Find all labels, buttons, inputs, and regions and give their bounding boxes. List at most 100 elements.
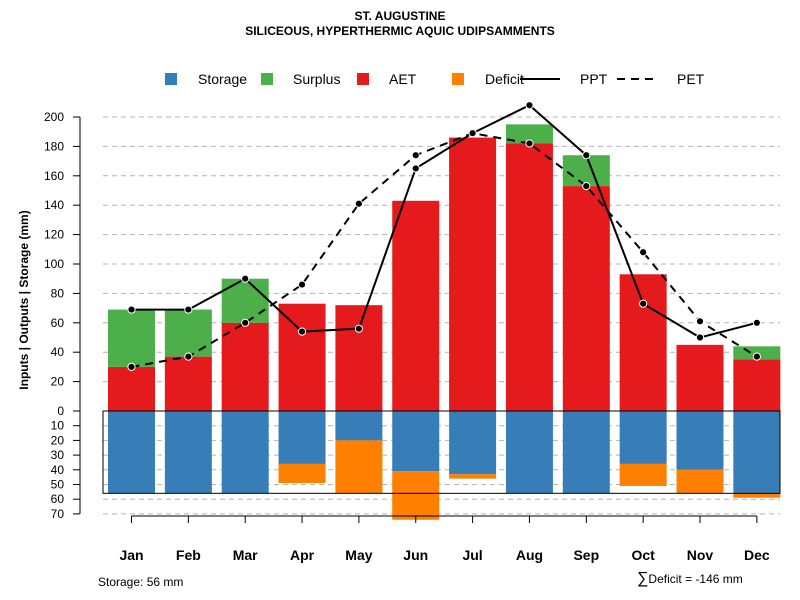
storage-bar	[676, 411, 724, 470]
pet-point	[582, 181, 591, 191]
aet-bar	[108, 366, 155, 411]
legend-label: AET	[389, 71, 417, 87]
y-axis-label: Inputs | Outputs | Storage (mm)	[17, 210, 31, 389]
y-tick-label: 40	[51, 345, 65, 359]
pet-point	[752, 352, 761, 361]
chart-title-line1: ST. AUGUSTINE	[354, 9, 446, 23]
x-tick-label: Apr	[290, 547, 315, 563]
ppt-point	[184, 305, 193, 314]
pet-point	[695, 317, 705, 326]
x-tick-label: Dec	[744, 547, 770, 563]
aet-bar	[505, 143, 553, 411]
pet-point	[297, 280, 307, 289]
pet-point	[127, 362, 136, 371]
ppt-point	[354, 324, 363, 333]
x-tick-label: May	[345, 547, 372, 563]
x-tick-label: Aug	[516, 547, 543, 563]
storage-capacity-box	[102, 410, 781, 494]
storage-bar	[733, 411, 781, 494]
x-tick-label: Feb	[176, 547, 201, 563]
legend-label: Surplus	[293, 71, 340, 87]
y-tick-label: 60	[51, 316, 65, 330]
legend-label: PPT	[580, 71, 608, 87]
aet-bar	[164, 356, 212, 411]
pet-point	[525, 139, 534, 148]
y-tick-label: 120	[44, 228, 64, 242]
deficit-bar	[335, 440, 383, 494]
aet-bar	[676, 344, 724, 411]
ppt-point	[468, 129, 477, 138]
aet-bar	[733, 359, 781, 411]
legend-label: Storage	[198, 71, 247, 87]
deficit-footnote: ∑Deficit = -146 mm	[637, 570, 743, 588]
deficit-bar	[619, 463, 667, 486]
x-tick-label: Jun	[403, 547, 428, 563]
pet-point	[184, 352, 193, 361]
ppt-point	[695, 333, 705, 342]
y-tick-label: 180	[44, 139, 64, 153]
storage-bar	[164, 411, 212, 494]
y-tick-label: 140	[44, 198, 64, 212]
legend-label: Deficit	[485, 71, 524, 87]
ppt-point	[525, 101, 534, 110]
storage-bar	[505, 411, 553, 494]
aet-bar	[278, 303, 326, 411]
surplus-bar	[221, 278, 269, 323]
ppt-point	[297, 327, 307, 336]
y-tick-label: 60	[51, 492, 65, 506]
deficit-bar	[392, 471, 440, 520]
legend-swatch	[452, 73, 464, 85]
aet-bar	[562, 186, 610, 411]
y-tick-label: 80	[51, 286, 65, 300]
pet-point	[354, 199, 363, 208]
storage-bar	[619, 411, 667, 464]
y-tick-label: 10	[51, 419, 65, 433]
y-tick-label: 50	[51, 478, 65, 492]
x-tick-label: Oct	[631, 547, 655, 563]
aet-bar	[335, 305, 383, 411]
y-tick-label: 40	[51, 463, 65, 477]
pet-line	[131, 132, 758, 368]
deficit-bar	[278, 463, 326, 484]
y-tick-label: 20	[51, 375, 65, 389]
ppt-line	[131, 104, 758, 339]
legend-swatch	[261, 73, 273, 85]
ppt-point	[639, 299, 648, 308]
y-tick-label: 0	[57, 404, 64, 418]
ppt-point	[752, 318, 761, 327]
storage-bar	[562, 411, 610, 494]
y-tick-label: 200	[44, 110, 64, 124]
legend-label: PET	[677, 71, 705, 87]
surplus-bar	[562, 155, 610, 187]
x-tick-label: Jan	[119, 547, 143, 563]
deficit-footnote-text: Deficit = -146 mm	[648, 572, 743, 586]
x-tick-label: Mar	[233, 547, 258, 563]
aet-bar	[619, 274, 667, 411]
y-tick-label: 160	[44, 169, 64, 183]
aet-bar	[221, 322, 269, 411]
pet-point	[411, 151, 420, 160]
pet-point	[639, 248, 648, 257]
surplus-bar	[108, 309, 155, 367]
sigma-icon: ∑	[637, 570, 649, 587]
x-tick-label: Sep	[573, 547, 599, 563]
storage-bar	[278, 411, 326, 464]
storage-bar	[392, 411, 440, 472]
legend-swatch	[165, 73, 177, 85]
x-tick-label: Jul	[462, 547, 482, 563]
ppt-point	[411, 164, 420, 173]
y-tick-label: 20	[51, 433, 65, 447]
surplus-bar	[164, 309, 212, 357]
storage-bar	[449, 411, 497, 475]
chart-title-line2: SILICEOUS, HYPERTHERMIC AQUIC UDIPSAMMEN…	[245, 24, 555, 38]
deficit-bar	[733, 493, 781, 498]
y-tick-label: 70	[51, 507, 65, 521]
ppt-point	[241, 274, 250, 283]
aet-bar	[392, 200, 440, 411]
surplus-bar	[505, 124, 553, 144]
storage-bar	[221, 411, 269, 494]
aet-bar	[449, 137, 497, 411]
deficit-bar	[676, 469, 724, 494]
y-tick-label: 30	[51, 448, 65, 462]
